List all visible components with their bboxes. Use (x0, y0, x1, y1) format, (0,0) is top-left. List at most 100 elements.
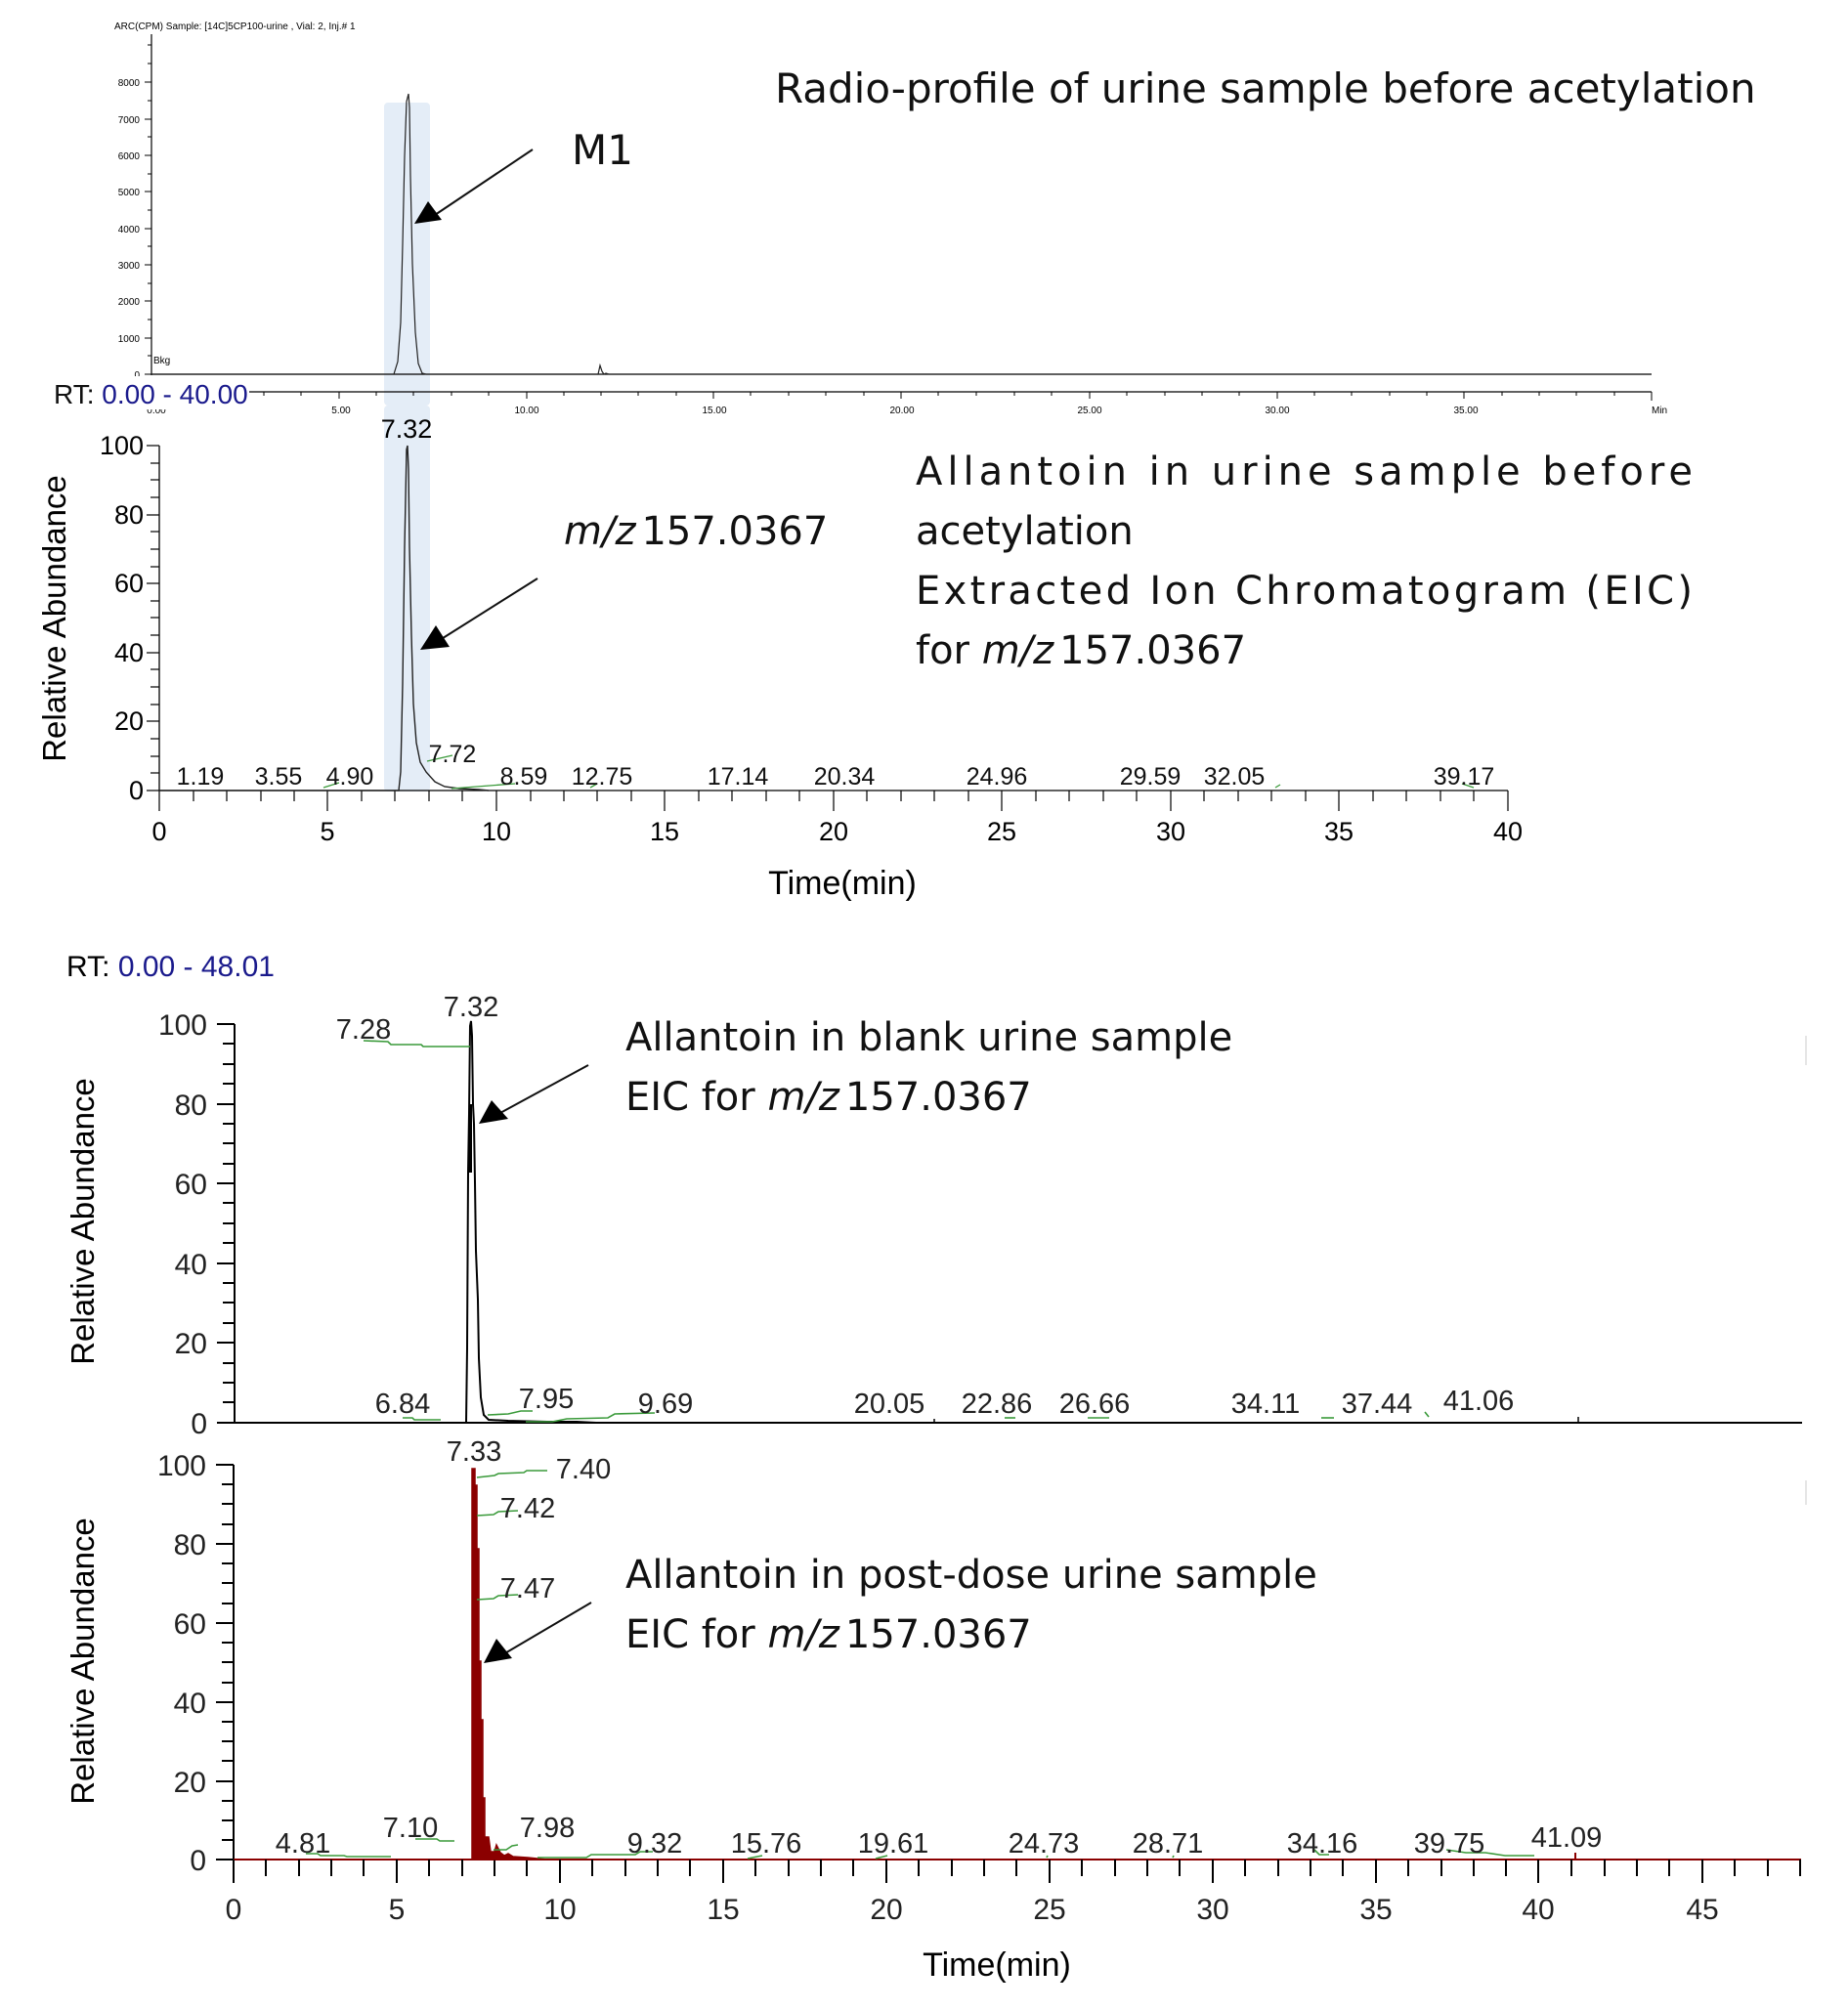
svg-text:7.28: 7.28 (336, 1014, 391, 1046)
svg-text:60: 60 (114, 569, 144, 598)
y-axis-title: Relative Abundance (64, 1078, 101, 1365)
peak-labels: 1.19 3.55 4.90 7.72 8.59 12.75 17.14 20.… (177, 741, 1495, 791)
rt-range-top: RT: 0.00 - 40.00 (54, 379, 248, 409)
svg-text:0.00: 0.00 (147, 406, 166, 416)
trace-fill (469, 1104, 472, 1173)
svg-text:10: 10 (543, 1894, 576, 1926)
svg-text:32.05: 32.05 (1204, 763, 1266, 791)
svg-text:6.84: 6.84 (375, 1389, 430, 1420)
svg-text:25: 25 (987, 817, 1016, 846)
x-axis-ticks (158, 791, 1509, 811)
svg-text:7.98: 7.98 (520, 1813, 575, 1844)
svg-text:7.42: 7.42 (500, 1493, 555, 1524)
radio-title: Radio-profile of urine sample before ace… (775, 64, 1756, 112)
eic-arrow-line (439, 577, 538, 641)
svg-text:35: 35 (1359, 1894, 1392, 1926)
eic-description: Allantoin in urine sample before acetyla… (916, 449, 1693, 673)
svg-text:1.19: 1.19 (177, 763, 225, 791)
svg-text:9.32: 9.32 (627, 1828, 682, 1860)
peak-baseline-marks (322, 754, 1475, 790)
svg-text:7.95: 7.95 (519, 1384, 574, 1415)
svg-text:3000: 3000 (118, 261, 141, 272)
y-axis-ticks (216, 1464, 234, 1860)
svg-text:7.10: 7.10 (383, 1813, 438, 1844)
svg-text:20.05: 20.05 (854, 1389, 925, 1420)
svg-text:40: 40 (1493, 817, 1523, 846)
panel-eic-before: 7.32 Relative Abundance 0 20 40 60 80 10… (36, 406, 1693, 902)
svg-text:4000: 4000 (118, 225, 141, 235)
highlight-band (384, 406, 430, 791)
y-axis-labels: 0 20 40 60 80 100 (158, 1009, 207, 1440)
svg-text:37.44: 37.44 (1342, 1389, 1413, 1420)
x-axis-ticks (263, 392, 1653, 401)
post-dose-eic-trace (471, 1468, 548, 1860)
svg-text:acetylation: acetylation (916, 509, 1134, 554)
svg-text:40: 40 (174, 1688, 206, 1720)
bkg-label: Bkg (153, 356, 170, 366)
svg-text:24.96: 24.96 (967, 763, 1028, 791)
y-axis-labels: 0 20 40 60 80 100 (157, 1450, 206, 1877)
svg-text:30: 30 (1156, 817, 1185, 846)
svg-text:100: 100 (158, 1009, 207, 1042)
y-axis-ticks (217, 1023, 235, 1424)
svg-text:7000: 7000 (118, 115, 141, 126)
svg-text:22.86: 22.86 (962, 1389, 1033, 1420)
x-axis-labels: 0.00 5.00 10.00 15.00 20.00 25.00 30.00 … (147, 406, 1479, 416)
svg-text:80: 80 (174, 1529, 206, 1561)
blank-arrow-line (497, 1064, 589, 1115)
x-axis-labels: 0 5 10 15 20 25 30 35 40 45 (226, 1894, 1719, 1926)
y-axis-ticks (145, 44, 151, 375)
svg-text:17.14: 17.14 (708, 763, 769, 791)
svg-text:5.00: 5.00 (331, 406, 351, 416)
blank-eic-trace (235, 1020, 597, 1424)
svg-text:7.72: 7.72 (429, 741, 477, 768)
svg-text:20.34: 20.34 (814, 763, 876, 791)
svg-text:12.75: 12.75 (572, 763, 633, 791)
peak-baseline-marks (306, 1470, 1534, 1860)
x-axis-labels: 0 5 10 15 20 25 30 35 40 (151, 817, 1523, 846)
svg-text:19.61: 19.61 (858, 1828, 929, 1860)
svg-text:20: 20 (174, 1767, 206, 1799)
y-axis-title: Relative Abundance (36, 475, 72, 762)
svg-text:40: 40 (175, 1249, 207, 1281)
svg-text:80: 80 (114, 500, 144, 530)
peak-baseline-marks (363, 1040, 1430, 1423)
svg-text:30: 30 (1196, 1894, 1228, 1926)
post-dose-arrow-line (502, 1602, 592, 1655)
svg-text:15: 15 (707, 1894, 739, 1926)
svg-text:7.32: 7.32 (444, 992, 498, 1023)
svg-text:9.69: 9.69 (638, 1389, 693, 1420)
svg-text:80: 80 (175, 1090, 207, 1122)
svg-text:7.33: 7.33 (447, 1436, 501, 1468)
m1-label: M1 (572, 126, 633, 174)
m1-arrow-line (434, 149, 534, 216)
svg-text:Allantoin in urine sample: Allantoin in urine sample before (916, 449, 1693, 494)
svg-text:15: 15 (650, 817, 679, 846)
apex-label: 7.32 (381, 414, 433, 444)
svg-text:0: 0 (134, 370, 140, 381)
svg-text:Allantoin in post-dose urine s: Allantoin in post-dose urine sample (625, 1553, 1317, 1598)
svg-text:4.81: 4.81 (276, 1828, 330, 1860)
x-axis-title: Time(min) (768, 865, 917, 902)
svg-text:Extracted Ion Chromatogram (EI: Extracted Ion Chromatogram (EIC) (916, 569, 1693, 614)
m1-arrow-head-icon (414, 201, 442, 224)
svg-text:8000: 8000 (118, 78, 141, 89)
radio-trace (151, 93, 610, 375)
x-axis-ticks (233, 1860, 1801, 1883)
panel-radio-profile: ARC(CPM) Sample: [14C]5CP100-urine , Via… (51, 21, 1756, 416)
svg-text:28.71: 28.71 (1133, 1828, 1204, 1860)
svg-text:6000: 6000 (118, 151, 141, 162)
svg-text:0: 0 (190, 1845, 206, 1877)
svg-text:60: 60 (174, 1608, 206, 1641)
y-axis-labels: 0 1000 2000 3000 4000 5000 6000 7000 800… (118, 78, 141, 381)
post-dose-arrow-head-icon (484, 1639, 512, 1663)
svg-text:40: 40 (114, 638, 144, 667)
svg-text:25.00: 25.00 (1077, 406, 1101, 416)
svg-text:24.73: 24.73 (1009, 1828, 1080, 1860)
y-axis-title: Relative Abundance (64, 1518, 101, 1805)
highlight-band (384, 103, 430, 406)
svg-text:35: 35 (1324, 817, 1354, 846)
mz-label: m/z 157.0367 (564, 509, 828, 554)
